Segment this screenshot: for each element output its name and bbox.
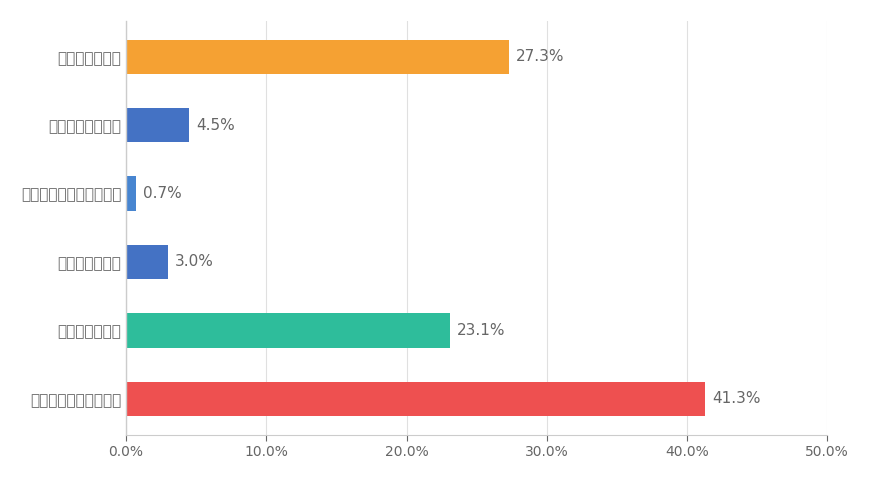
Bar <box>126 382 705 416</box>
Text: 3.0%: 3.0% <box>175 254 214 269</box>
Bar <box>126 177 136 211</box>
Bar <box>126 108 189 142</box>
Text: 4.5%: 4.5% <box>196 118 235 132</box>
Text: 0.7%: 0.7% <box>143 186 182 201</box>
Text: 23.1%: 23.1% <box>456 323 505 338</box>
Text: 41.3%: 41.3% <box>712 391 760 407</box>
Bar <box>126 313 449 348</box>
Bar <box>126 245 168 279</box>
Text: 27.3%: 27.3% <box>515 49 564 64</box>
Bar <box>126 40 508 74</box>
